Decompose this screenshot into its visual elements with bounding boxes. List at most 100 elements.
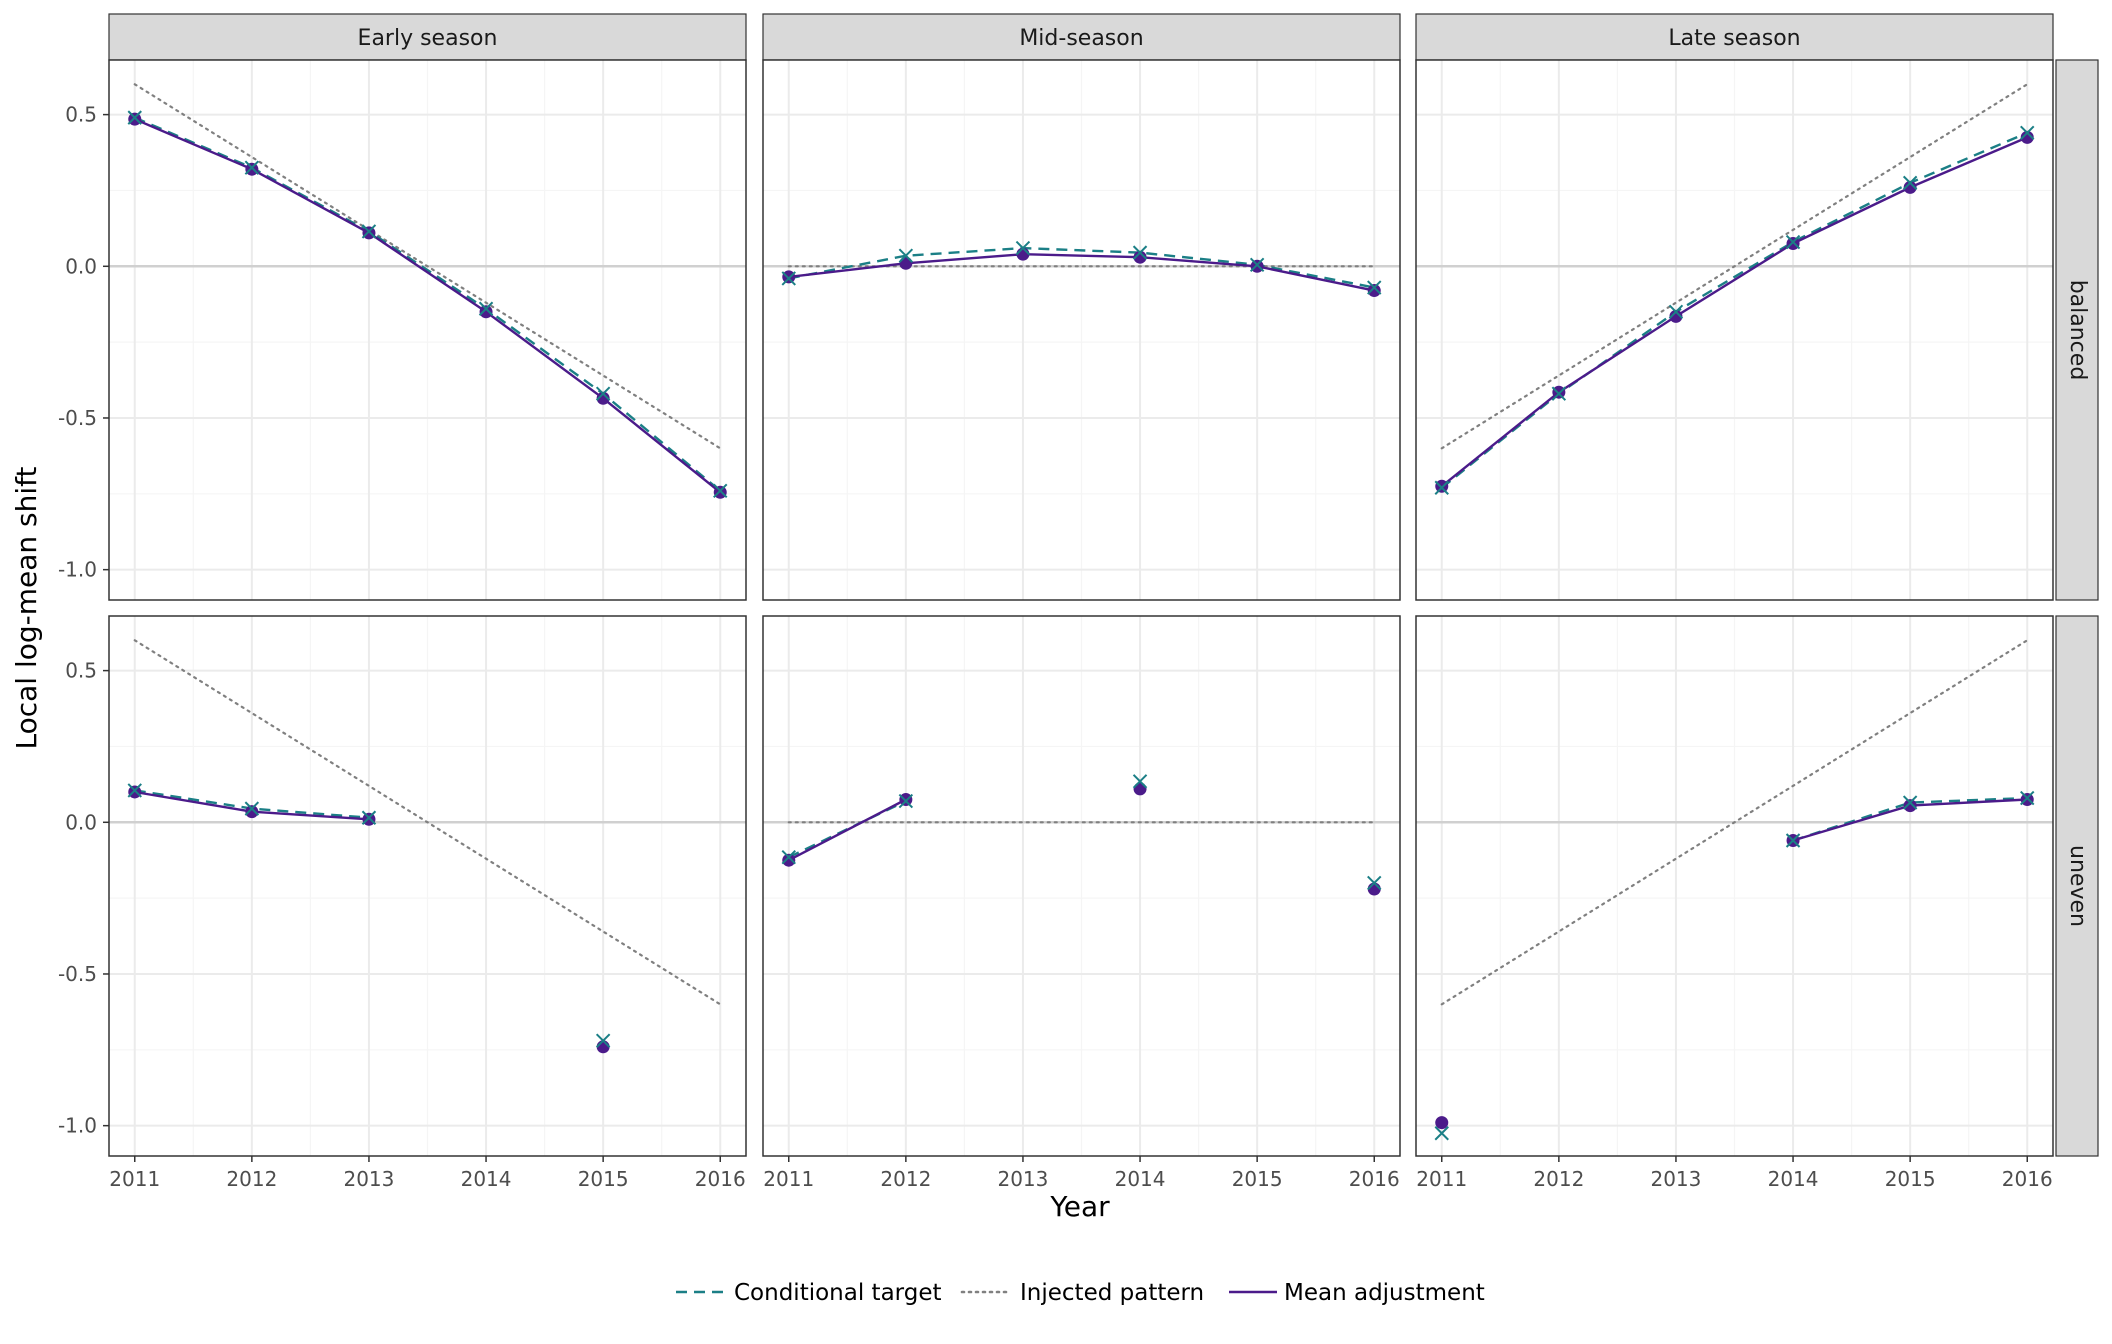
legend-label: Injected pattern — [1020, 1280, 1204, 1306]
x-tick-label: 2012 — [1533, 1167, 1584, 1191]
x-tick-label: 2013 — [343, 1167, 394, 1191]
column-strip: Mid-season — [762, 13, 1401, 61]
legend-label: Conditional target — [734, 1280, 941, 1306]
panel-border — [1415, 615, 2054, 1157]
mean-adjustment-point — [2020, 793, 2034, 807]
conditional-target-point — [1668, 304, 1684, 320]
x-tick-label: 2015 — [1885, 1167, 1936, 1191]
conditional-target-point — [1367, 280, 1382, 295]
column-strip-bg — [762, 13, 1401, 61]
conditional-target-point — [1434, 480, 1449, 495]
mean-adjustment-point — [782, 853, 796, 867]
mean-adjustment-point — [1435, 1116, 1449, 1130]
conditional-target-point — [244, 801, 260, 816]
mean-adjustment-point — [1903, 180, 1917, 194]
column-strip-bg — [1415, 13, 2054, 61]
panel-border — [108, 59, 747, 601]
mean-adjustment-point — [2020, 130, 2034, 144]
conditional-target-point — [1015, 240, 1031, 256]
conditional-target-point — [1132, 774, 1148, 789]
conditional-target-point — [361, 224, 377, 239]
x-tick-label: 2015 — [578, 1167, 629, 1191]
mean-adjustment-point — [596, 391, 610, 405]
column-strip-label: Late season — [1668, 26, 1800, 51]
conditional-target-point — [781, 271, 796, 286]
conditional-target-point — [1902, 795, 1918, 810]
column-strip: Early season — [108, 13, 747, 61]
conditional-target-point — [1132, 245, 1148, 260]
conditional-target-point — [1367, 875, 1382, 891]
facet-panel — [108, 59, 747, 601]
mean-adjustment-point — [362, 812, 376, 826]
x-tick-label: 2012 — [226, 1167, 277, 1191]
mean-adjustment-line — [134, 118, 721, 494]
conditional-target-point — [781, 849, 796, 865]
facet-panels: Early season Mid-season Late season balance… — [108, 13, 2099, 1157]
x-tick-label: 2016 — [1349, 1167, 1400, 1191]
conditional-target-point — [595, 1033, 611, 1048]
injected-pattern-line — [133, 83, 722, 450]
y-axis-title: Local log-mean shift — [10, 466, 43, 749]
mean-adjustment-point — [713, 485, 727, 499]
column-strip-bg — [108, 13, 747, 61]
facet-panel — [762, 59, 1401, 601]
mean-adjustment-line — [788, 253, 1375, 292]
conditional-target-point — [478, 301, 494, 316]
x-tick-label: 2013 — [997, 1167, 1048, 1191]
x-tick-label: 2013 — [1650, 1167, 1701, 1191]
conditional-target-point — [2020, 125, 2035, 141]
mean-adjustment-point — [596, 1040, 610, 1054]
conditional-target-point — [127, 783, 142, 798]
injected-pattern-line — [1440, 639, 2029, 1006]
conditional-target-point — [898, 248, 914, 263]
legend-label: Mean adjustment — [1284, 1280, 1485, 1306]
y-tick-label: 0.0 — [65, 810, 97, 834]
conditional-target-line — [788, 246, 1375, 289]
facet-panel — [762, 615, 1401, 1157]
conditional-target-point — [1249, 257, 1265, 272]
x-tick-label: 2015 — [1232, 1167, 1283, 1191]
mean-adjustment-point — [1367, 882, 1381, 896]
mean-adjustment-point — [1367, 284, 1381, 298]
conditional-target-point — [898, 793, 914, 809]
conditional-target-point — [1434, 1126, 1449, 1141]
panel-border — [108, 615, 747, 1157]
legend-item: Injected pattern — [960, 1280, 1204, 1306]
axes: Year Local log-mean shift 0.5 0.0 -0.5 -1.0… — [10, 103, 2053, 1223]
y-tick-label: 0.5 — [65, 659, 97, 683]
conditional-target-line — [1441, 131, 2028, 489]
mean-adjustment-point — [782, 270, 796, 284]
conditional-target-point — [2020, 790, 2035, 806]
conditional-target-point — [713, 483, 728, 498]
x-tick-label: 2014 — [1115, 1167, 1166, 1191]
mean-adjustment-point — [1669, 309, 1683, 323]
mean-adjustment-point — [899, 256, 913, 270]
x-axis-title: Year — [1049, 1190, 1110, 1223]
mean-adjustment-line — [788, 798, 907, 862]
conditional-target-point — [1785, 234, 1801, 250]
x-tick-label: 2016 — [2002, 1167, 2053, 1191]
y-tick-label: -1.0 — [58, 558, 97, 582]
conditional-target-point — [244, 160, 260, 175]
x-tick-label: 2011 — [1416, 1167, 1467, 1191]
conditional-target-point — [361, 810, 377, 825]
x-tick-label: 2016 — [695, 1167, 746, 1191]
panel-border — [762, 59, 1401, 601]
injected-pattern-line — [133, 639, 722, 1006]
y-tick-label: 0.5 — [65, 103, 97, 127]
row-strip: balanced — [2055, 59, 2099, 601]
mean-adjustment-line — [1441, 136, 2028, 488]
mean-adjustment-point — [128, 112, 142, 126]
facet-panel — [108, 615, 747, 1157]
conditional-target-point — [1785, 833, 1801, 848]
mean-adjustment-point — [1786, 237, 1800, 251]
legend-item: Conditional target — [676, 1280, 941, 1306]
mean-adjustment-point — [1903, 799, 1917, 813]
mean-adjustment-point — [1016, 247, 1030, 261]
mean-adjustment-point — [245, 162, 259, 176]
x-tick-label: 2012 — [880, 1167, 931, 1191]
y-tick-label: -0.5 — [58, 406, 97, 430]
y-tick-label: -0.5 — [58, 962, 97, 986]
conditional-target-point — [127, 110, 142, 125]
